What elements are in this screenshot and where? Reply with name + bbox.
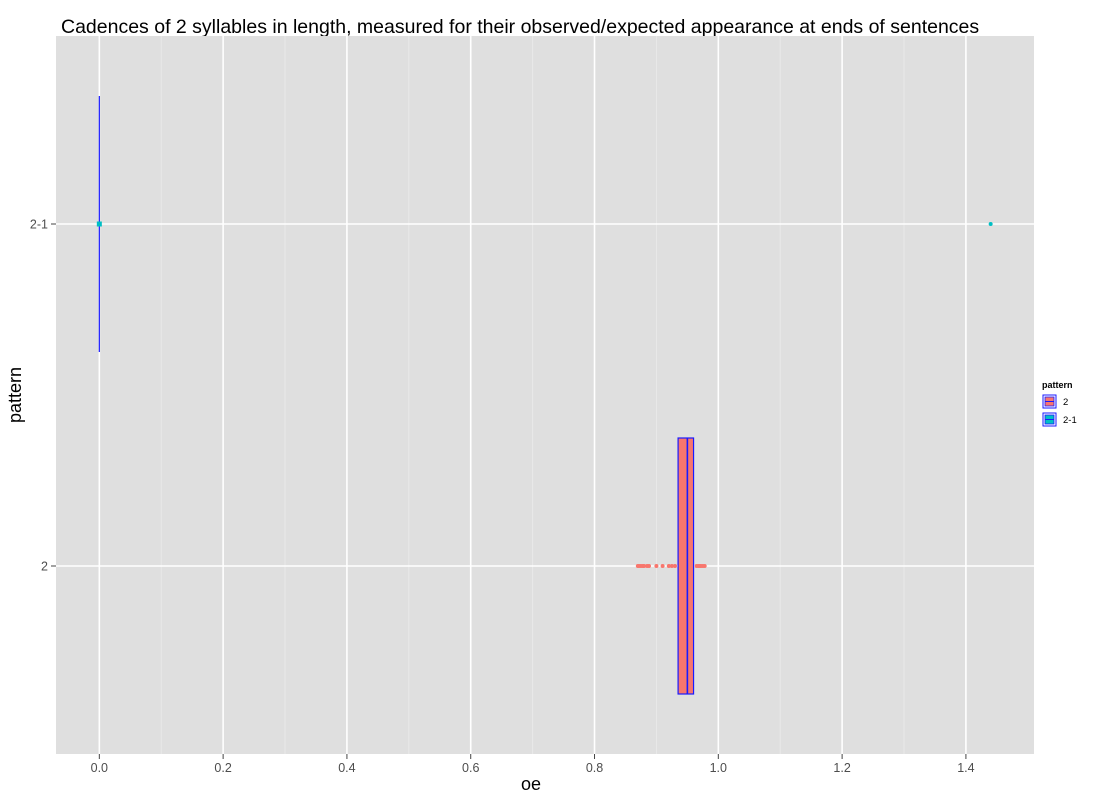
x-tick-label: 0.2 (214, 761, 231, 775)
x-tick-label: 1.4 (957, 761, 974, 775)
legend-title: pattern (1042, 380, 1073, 390)
outlier-point (988, 222, 993, 226)
box-layer (96, 96, 993, 695)
plot-panel (56, 36, 1034, 754)
chart-title: Cadences of 2 syllables in length, measu… (61, 16, 979, 38)
x-tick-label: 0.4 (338, 761, 355, 775)
outlier-point (642, 564, 647, 568)
outlier-point (702, 564, 707, 568)
x-tick-label: 0.8 (586, 761, 603, 775)
outlier-point (669, 564, 674, 568)
y-axis-title: pattern (5, 367, 25, 423)
legend-label: 2 (1063, 397, 1068, 408)
outlier-point (660, 564, 665, 568)
outlier-point (672, 564, 677, 568)
y-tick-label: 2 (41, 560, 48, 574)
box (677, 437, 695, 695)
legend-entries: 2 2-1 (1042, 394, 1077, 427)
outlier-point (646, 564, 651, 568)
x-tick-label: 1.0 (710, 761, 727, 775)
outlier-point (666, 564, 671, 568)
axis-layer: 0.0 0.2 0.4 0.6 0.8 1.0 1.2 1.4 2 2-1 (30, 218, 975, 776)
legend-label: 2-1 (1063, 415, 1077, 426)
x-axis-title: oe (521, 774, 541, 794)
x-tick-label: 0.6 (462, 761, 479, 775)
y-tick-label: 2-1 (30, 218, 48, 232)
x-tick-label: 0.0 (91, 761, 108, 775)
legend: pattern 2 2-1 (1042, 380, 1077, 427)
x-tick-label: 1.2 (833, 761, 850, 775)
median-point (96, 221, 102, 227)
outlier-point (654, 564, 659, 568)
